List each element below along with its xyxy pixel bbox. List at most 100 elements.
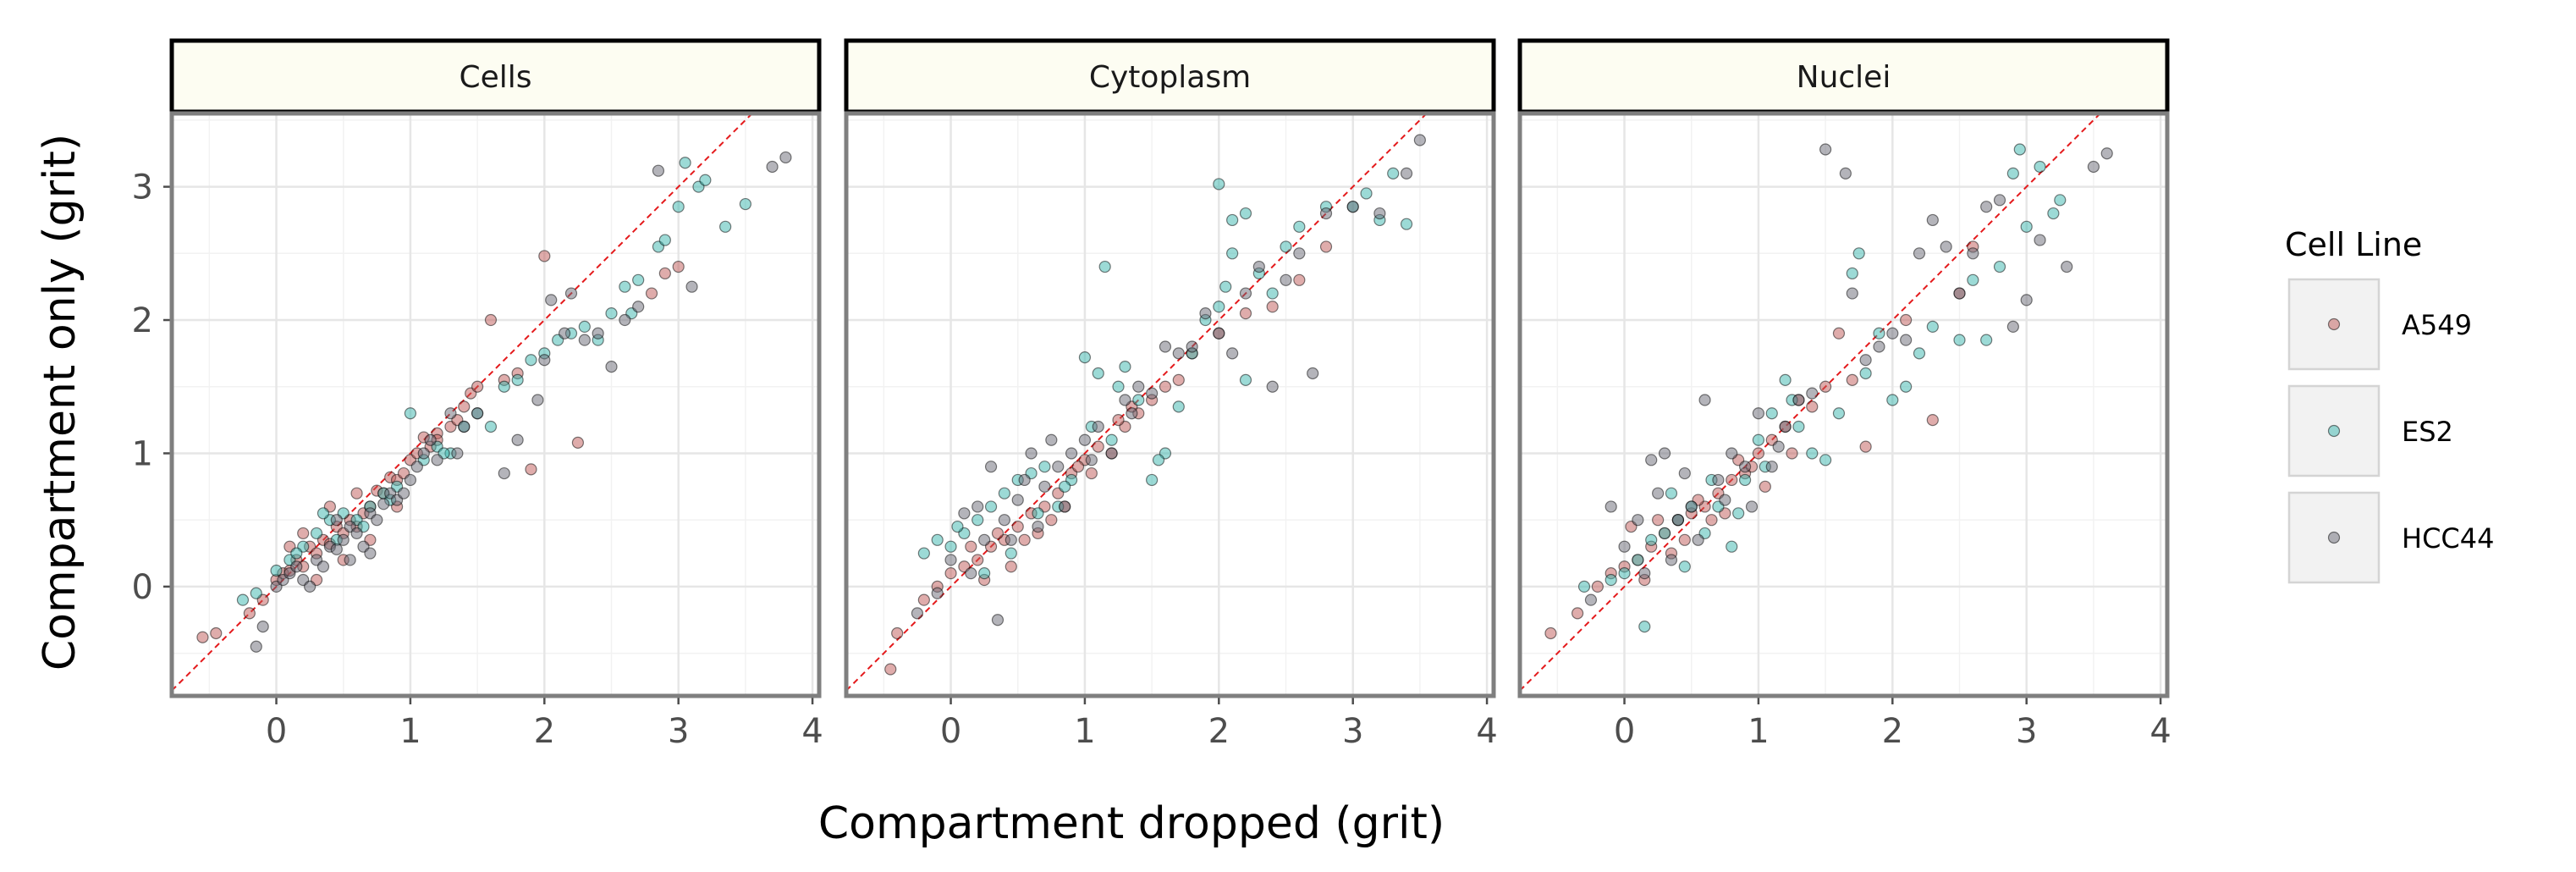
point-hcc44	[531, 394, 544, 406]
point-hcc44	[779, 151, 792, 164]
point-es2	[1859, 367, 1872, 380]
point-es2	[2054, 194, 2067, 207]
point-a549	[1591, 580, 1604, 593]
point-es2	[1032, 507, 1044, 520]
point-a549	[1159, 380, 1172, 393]
point-hcc44	[1186, 340, 1198, 353]
point-a549	[1112, 414, 1125, 427]
y-tick-label: 0	[132, 568, 153, 607]
x-tick-label: 4	[801, 712, 823, 751]
point-hcc44	[417, 447, 430, 460]
point-hcc44	[1638, 567, 1651, 580]
point-hcc44	[1839, 167, 1852, 179]
x-tick-label: 2	[1882, 712, 1903, 751]
legend-title: Cell Line	[2285, 226, 2422, 263]
legend-item-hcc44: HCC44	[2287, 491, 2494, 584]
point-a549	[471, 380, 484, 393]
strip-cells	[169, 38, 822, 114]
point-hcc44	[1146, 387, 1159, 400]
point-hcc44	[1873, 340, 1885, 353]
point-hcc44	[911, 607, 924, 620]
point-es2	[1873, 327, 1885, 339]
point-hcc44	[1005, 533, 1017, 546]
point-es2	[525, 354, 537, 367]
point-a549	[1571, 607, 1584, 620]
point-es2	[1105, 433, 1118, 446]
point-a549	[1005, 560, 1017, 573]
point-hcc44	[1213, 327, 1225, 339]
point-es2	[1059, 480, 1071, 493]
point-hcc44	[1159, 340, 1172, 353]
point-hcc44	[538, 354, 551, 367]
point-hcc44	[1032, 520, 1044, 533]
point-es2	[290, 547, 303, 560]
point-a549	[1759, 480, 1771, 493]
point-es2	[1213, 178, 1225, 190]
point-es2	[1293, 220, 1306, 233]
point-hcc44	[451, 447, 464, 460]
point-es2	[1132, 394, 1145, 406]
point-hcc44	[1671, 514, 1684, 527]
point-hcc44	[1645, 454, 1658, 466]
point-es2	[1732, 507, 1745, 520]
point-hcc44	[931, 587, 944, 599]
point-es2	[944, 540, 957, 553]
point-es2	[679, 157, 691, 169]
point-hcc44	[592, 327, 604, 339]
point-hcc44	[444, 407, 457, 420]
point-hcc44	[1119, 394, 1131, 406]
x-tick-label: 0	[1614, 712, 1635, 751]
point-hcc44	[619, 313, 631, 327]
point-hcc44	[1926, 213, 1939, 227]
point-hcc44	[471, 407, 484, 420]
point-a549	[1652, 514, 1665, 527]
point-hcc44	[290, 560, 303, 573]
point-hcc44	[2061, 260, 2073, 273]
point-es2	[1752, 433, 1765, 446]
point-hcc44	[984, 461, 998, 473]
x-tick-label: 1	[1748, 712, 1769, 751]
strip-nuclei	[1517, 38, 2170, 114]
point-hcc44	[1400, 167, 1413, 179]
point-hcc44	[1632, 514, 1644, 527]
legend-key-point-hcc44	[2327, 531, 2341, 544]
point-hcc44	[1239, 287, 1252, 300]
point-es2	[1832, 407, 1846, 420]
point-hcc44	[1252, 260, 1265, 273]
x-tick-label: 3	[668, 712, 689, 751]
point-es2	[1638, 621, 1651, 633]
point-hcc44	[1779, 420, 1792, 433]
panel-cells: Cells 0 1 2 3 4 0 1 2 3	[132, 38, 823, 751]
point-a549	[1239, 307, 1252, 320]
point-a549	[1172, 373, 1185, 386]
point-hcc44	[958, 507, 971, 520]
point-a549	[1726, 473, 1738, 487]
point-hcc44	[685, 280, 698, 293]
point-hcc44	[1765, 461, 1778, 473]
x-tick-label: 4	[1476, 712, 1497, 751]
point-es2	[1280, 240, 1292, 253]
series-hcc44	[911, 134, 1426, 626]
point-hcc44	[632, 301, 645, 313]
point-es2	[1913, 347, 1926, 360]
point-a549	[1705, 514, 1718, 527]
point-es2	[1819, 454, 1832, 466]
legend-item-a549: A549	[2287, 278, 2472, 371]
point-es2	[1618, 567, 1631, 580]
point-hcc44	[991, 614, 1005, 626]
point-hcc44	[1745, 500, 1759, 513]
point-hcc44	[1678, 466, 1691, 480]
point-hcc44	[1373, 207, 1386, 220]
point-a549	[884, 663, 897, 676]
point-es2	[250, 587, 262, 599]
point-hcc44	[564, 287, 578, 300]
legend: Cell Line A549 ES2 HCC44	[2285, 226, 2494, 584]
point-hcc44	[1967, 247, 1979, 260]
point-es2	[1967, 273, 1979, 286]
point-es2	[632, 273, 645, 286]
point-hcc44	[1738, 461, 1752, 473]
point-hcc44	[337, 533, 350, 546]
point-a549	[1678, 533, 1691, 546]
point-hcc44	[1719, 494, 1731, 506]
